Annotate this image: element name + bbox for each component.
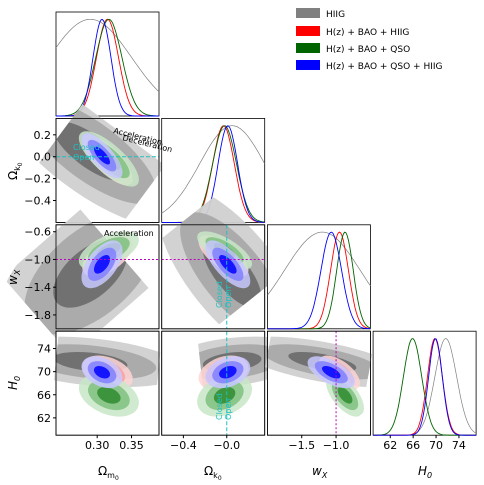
panel-h0-h0: 62 66 70 74	[372, 330, 477, 452]
legend-swatch-hiig	[296, 8, 320, 18]
contour-2-level-2	[213, 387, 236, 404]
ylabel-h0: H0	[6, 376, 22, 390]
x-tick-label-h0-0: 62	[383, 439, 397, 452]
legend-swatch-hz-bao-qso	[296, 43, 320, 53]
panel-border	[55, 118, 160, 223]
panel-om-om	[55, 11, 160, 117]
panel-frame	[55, 11, 160, 117]
panel-wx-wx	[266, 224, 371, 330]
legend-swatch-hz-bao-qso-hiig	[296, 60, 320, 70]
contour-3-level-2	[93, 365, 111, 379]
y-tick-label-ok-0: 0.2	[34, 129, 52, 142]
panel-wx-om: −0.6 −1.0 −1.4 −1.8	[2, 209, 160, 356]
y-tick-label-h0-0: 62	[37, 412, 51, 425]
pdf-0	[267, 231, 371, 296]
panel-h0-wx: −1.5 −1.0	[254, 330, 375, 452]
x-tick-label-ok-1: −0.0	[213, 439, 240, 452]
x-tick-label-wx-1: −1.0	[323, 439, 350, 452]
panel-border	[161, 224, 266, 330]
contour-3-level-2	[93, 254, 111, 274]
pdf-3	[56, 18, 159, 117]
contour-3-level-2	[219, 365, 237, 379]
xlabel-wx: wX	[312, 464, 328, 480]
legend-label-hz-bao-qso-hiig: H(z) + BAO + QSO + HIIG	[326, 62, 443, 72]
x-tick-label-om-0: 0.30	[85, 439, 110, 452]
contour-2-level-2	[337, 387, 353, 404]
ylabel-ok: Ωk0	[6, 162, 24, 180]
pdf-0	[161, 125, 266, 214]
x-tick-label-h0-2: 70	[429, 439, 443, 452]
y-tick-label-wx-3: −1.8	[24, 309, 51, 322]
pdf-2	[56, 18, 159, 117]
legend-label-hiig: HIIG	[326, 10, 345, 20]
y-tick-label-wx-0: −0.6	[24, 226, 51, 239]
xlabel-h0: H0	[418, 464, 432, 480]
panel-border	[55, 330, 160, 436]
y-tick-label-wx-2: −1.4	[24, 281, 51, 294]
contour-2-level-2	[97, 387, 121, 404]
open-label-1: Open	[73, 153, 94, 162]
x-tick-label-h0-3: 74	[452, 439, 466, 452]
y-tick-label-wx-1: −1.0	[24, 253, 51, 266]
contour-3-level-2	[93, 146, 111, 165]
open-label-2: Open	[224, 287, 233, 308]
open-label-3: Open	[224, 399, 233, 420]
y-tick-label-ok-3: −0.4	[24, 195, 51, 208]
ylabel-wx: wX	[6, 269, 22, 285]
panels: 0.2 0.0 −0.2 −0.4 −0.6 −1.0 −1.4 −1.8 0.30 0.35 62…	[2, 11, 477, 452]
panel-border	[55, 224, 160, 330]
panel-frame	[266, 224, 371, 330]
panel-border	[161, 330, 266, 436]
legend-label-hz-bao-hiig: H(z) + BAO + HIIG	[326, 28, 409, 38]
xlabel-ok: Ωk0	[204, 464, 222, 482]
x-tick-label-wx-0: −1.5	[288, 439, 315, 452]
xlabel-om: Ωm0	[98, 464, 119, 482]
x-tick-label-ok-0: −0.4	[170, 439, 197, 452]
panel-frame	[372, 330, 477, 436]
panel-border	[266, 330, 371, 436]
y-tick-label-h0-3: 74	[37, 343, 51, 356]
x-tick-label-h0-1: 66	[406, 439, 420, 452]
pdf-0	[55, 18, 160, 93]
legend-label-hz-bao-qso: H(z) + BAO + QSO	[326, 45, 410, 55]
axis-labels: Ωm0 Ωk0 wX H0 Ωk0 wX H0	[6, 162, 432, 482]
y-tick-label-ok-2: −0.2	[24, 173, 51, 186]
y-tick-label-ok-1: 0.0	[34, 151, 52, 164]
pdf-3	[161, 125, 265, 223]
closed-label-2: Closed	[215, 281, 224, 308]
legend: HIIG H(z) + BAO + HIIG H(z) + BAO + QSO …	[296, 8, 443, 72]
panel-h0-om: 0.30 0.35 62 66 70 74	[37, 330, 162, 452]
pdf-3	[267, 231, 371, 330]
closed-label-1: Closed	[73, 143, 100, 152]
y-tick-label-h0-2: 70	[37, 366, 51, 379]
closed-label-3: Closed	[215, 393, 224, 420]
acceleration-label-2: Acceleration	[104, 229, 154, 238]
x-tick-label-om-1: 0.35	[119, 439, 144, 452]
y-tick-label-h0-1: 66	[37, 389, 51, 402]
legend-swatch-hz-bao-hiig	[296, 26, 320, 36]
